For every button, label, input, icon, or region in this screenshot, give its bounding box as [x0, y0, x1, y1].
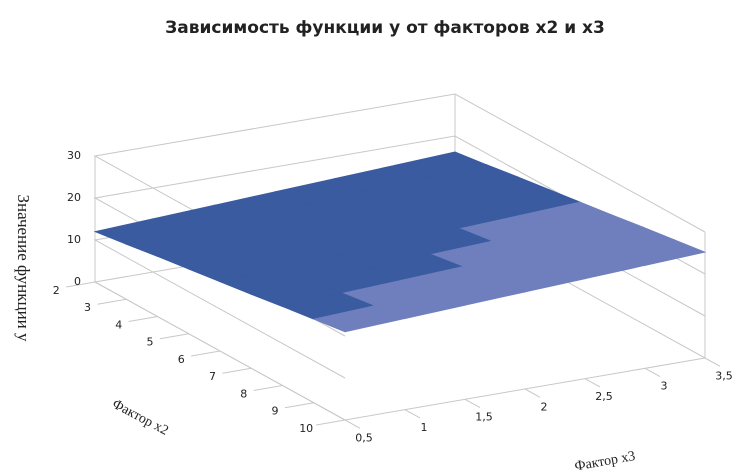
x3-tick	[704, 357, 721, 367]
x2-tick	[128, 316, 158, 322]
z-tick-label: 0	[74, 275, 81, 288]
x3-tick-label: 3,5	[715, 369, 733, 382]
x2-tick-label: 2	[53, 284, 60, 297]
x2-tick	[159, 333, 189, 340]
x2-tick	[97, 298, 127, 305]
x3-tick	[524, 388, 541, 398]
x2-tick-label: 7	[209, 370, 216, 383]
x3-axis-label: Фактор x3	[573, 449, 636, 474]
x2-tick-label: 5	[146, 336, 153, 349]
x3-tick	[344, 419, 361, 429]
x2-tick	[284, 402, 314, 409]
z-tick-label: 20	[67, 191, 81, 204]
x3-tick	[404, 409, 421, 419]
x3-tick-label: 0,5	[355, 431, 373, 444]
x3-tick	[584, 378, 601, 388]
x3-tick-label: 2	[541, 400, 548, 413]
x2-tick-label: 3	[84, 301, 91, 314]
x3-tick-label: 2,5	[595, 390, 613, 403]
x3-tick	[644, 367, 661, 378]
x3-tick-label: 1	[421, 421, 428, 434]
surface-cell	[312, 305, 407, 333]
x2-tick-label: 9	[271, 405, 278, 418]
x2-tick	[253, 385, 283, 391]
x2-tick-label: 10	[299, 422, 313, 435]
z-axis-label: Значение функции y	[14, 194, 33, 342]
x3-tick-label: 3	[661, 380, 668, 393]
x2-tick	[222, 367, 252, 374]
x2-tick-label: 4	[115, 318, 122, 331]
z-tick-label: 30	[67, 149, 81, 162]
x2-axis-label: Фактор x2	[110, 397, 171, 439]
x2-tick	[191, 350, 221, 357]
x2-tick	[316, 419, 346, 426]
x2-tick	[66, 281, 96, 288]
z-tick-label: 10	[67, 233, 81, 246]
x2-tick-label: 6	[178, 353, 185, 366]
x2-tick-label: 8	[240, 387, 247, 400]
x3-tick-label: 1,5	[475, 411, 493, 424]
x3-tick	[464, 398, 481, 409]
chart-title: Зависимость функции y от факторов x2 и x…	[165, 18, 605, 38]
